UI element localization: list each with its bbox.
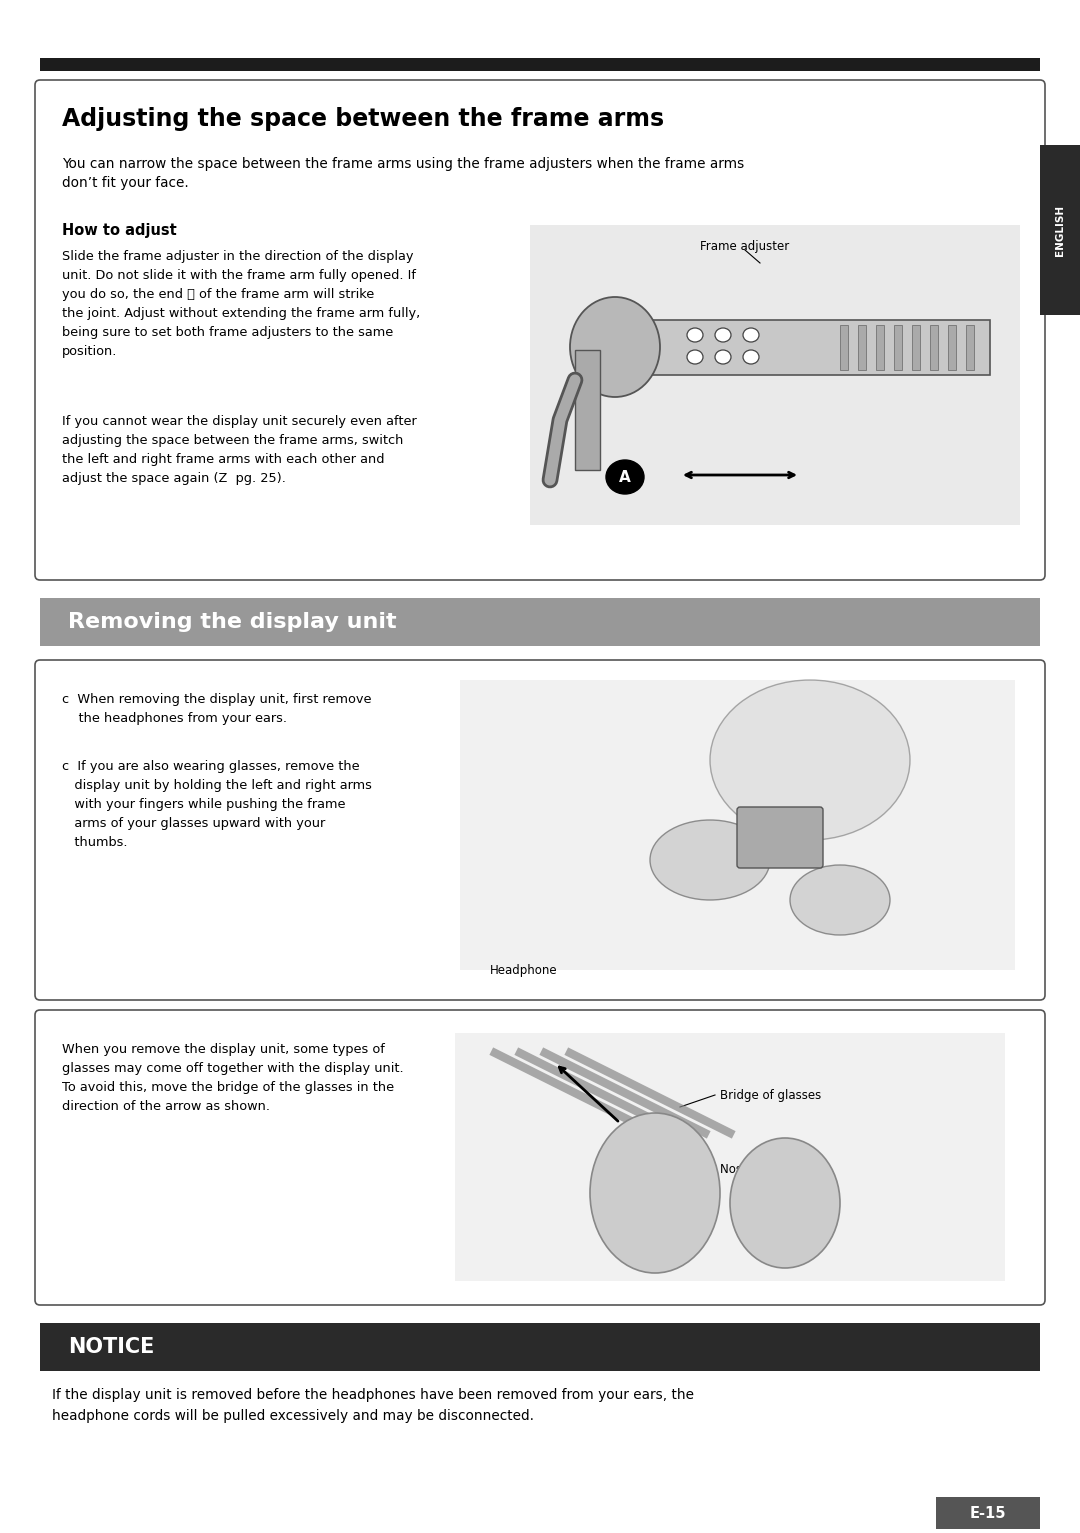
Ellipse shape <box>715 328 731 342</box>
Text: E-15: E-15 <box>970 1505 1007 1521</box>
Ellipse shape <box>730 1137 840 1268</box>
FancyBboxPatch shape <box>35 1010 1045 1305</box>
Bar <box>966 325 974 369</box>
Text: A: A <box>619 469 631 484</box>
Ellipse shape <box>743 350 759 363</box>
Bar <box>876 325 885 369</box>
Bar <box>40 598 1040 645</box>
Bar <box>575 350 600 471</box>
Text: If you cannot wear the display unit securely even after
adjusting the space betw: If you cannot wear the display unit secu… <box>62 415 417 484</box>
Ellipse shape <box>650 820 770 900</box>
Bar <box>912 325 920 369</box>
Ellipse shape <box>687 350 703 363</box>
Bar <box>530 225 1020 524</box>
Bar <box>40 1323 1040 1371</box>
Ellipse shape <box>743 328 759 342</box>
Bar <box>948 325 956 369</box>
Bar <box>840 325 848 369</box>
Text: Bridge of glasses: Bridge of glasses <box>720 1088 821 1102</box>
Text: Slide the frame adjuster in the direction of the display
unit. Do not slide it w: Slide the frame adjuster in the directio… <box>62 250 420 359</box>
Bar <box>930 325 939 369</box>
FancyBboxPatch shape <box>35 80 1045 579</box>
Bar <box>40 58 1040 71</box>
Bar <box>936 1498 1040 1528</box>
Ellipse shape <box>606 460 644 494</box>
Text: Removing the display unit: Removing the display unit <box>68 612 396 632</box>
Text: You can narrow the space between the frame arms using the frame adjusters when t: You can narrow the space between the fra… <box>62 156 744 190</box>
Text: Frame adjuster: Frame adjuster <box>700 241 789 253</box>
Bar <box>858 325 866 369</box>
Text: Nose pad: Nose pad <box>720 1164 775 1176</box>
Ellipse shape <box>570 297 660 397</box>
Bar <box>455 1033 1005 1282</box>
Ellipse shape <box>715 350 731 363</box>
Ellipse shape <box>590 1113 720 1272</box>
Ellipse shape <box>687 328 703 342</box>
Text: NOTICE: NOTICE <box>68 1337 154 1357</box>
Bar <box>894 325 902 369</box>
Text: When you remove the display unit, some types of
glasses may come off together wi: When you remove the display unit, some t… <box>62 1042 404 1113</box>
Bar <box>460 681 1015 970</box>
Bar <box>1040 146 1080 314</box>
FancyBboxPatch shape <box>35 661 1045 1000</box>
Text: Headphone: Headphone <box>490 964 557 977</box>
FancyBboxPatch shape <box>737 806 823 868</box>
Text: Adjusting the space between the frame arms: Adjusting the space between the frame ar… <box>62 107 664 130</box>
Text: If the display unit is removed before the headphones have been removed from your: If the display unit is removed before th… <box>52 1387 694 1423</box>
Ellipse shape <box>789 865 890 935</box>
Text: How to adjust: How to adjust <box>62 222 177 238</box>
Text: ENGLISH: ENGLISH <box>1055 204 1065 256</box>
Text: c  When removing the display unit, first remove
    the headphones from your ear: c When removing the display unit, first … <box>62 693 372 725</box>
Bar <box>620 320 990 376</box>
Ellipse shape <box>710 681 910 840</box>
Text: c  If you are also wearing glasses, remove the
   display unit by holding the le: c If you are also wearing glasses, remov… <box>62 760 372 849</box>
